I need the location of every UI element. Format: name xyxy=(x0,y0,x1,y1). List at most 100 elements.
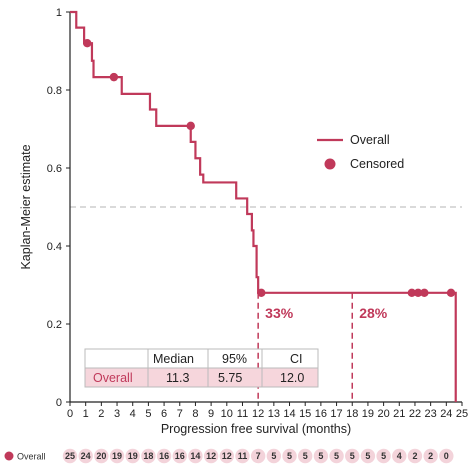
risk-count-bubble xyxy=(360,448,376,464)
x-tick-label: 10 xyxy=(221,408,233,420)
stats-table-row-label: Overall xyxy=(93,371,133,385)
risk-count-value: 14 xyxy=(190,451,200,461)
stats-table-header: Median xyxy=(153,352,194,366)
x-tick-label: 16 xyxy=(315,408,327,420)
risk-count-bubble xyxy=(78,448,93,464)
risk-count-value: 18 xyxy=(143,451,153,461)
x-tick-label: 20 xyxy=(377,408,389,420)
x-tick-label: 4 xyxy=(130,408,136,420)
risk-count-bubble xyxy=(376,448,391,464)
risk-count-bubble xyxy=(423,448,438,464)
x-tick-label: 25 xyxy=(456,408,468,420)
censored-point xyxy=(446,288,456,297)
censored-point xyxy=(186,121,195,131)
y-axis-title: Kaplan-Meier estimate xyxy=(19,144,33,269)
y-tick-label: 0.8 xyxy=(47,85,62,97)
risk-count-bubble xyxy=(313,448,329,464)
risk-count-value: 12 xyxy=(206,451,216,461)
x-tick-label: 23 xyxy=(425,408,437,420)
risk-count-value: 0 xyxy=(444,451,449,461)
risk-count-value: 5 xyxy=(365,451,370,461)
x-tick-label: 8 xyxy=(192,408,198,420)
risk-count-value: 12 xyxy=(222,451,232,461)
x-tick-label: 2 xyxy=(98,408,104,420)
risk-table-label: Overall xyxy=(17,452,46,462)
y-tick-label: 0.4 xyxy=(47,241,62,253)
risk-count-bubble xyxy=(282,448,297,464)
risk-count-bubble xyxy=(392,448,407,464)
x-tick-label: 17 xyxy=(330,408,342,420)
x-axis-title: Progression free survival (months) xyxy=(161,422,351,436)
risk-count-bubble xyxy=(345,448,360,464)
risk-count-value: 25 xyxy=(65,451,75,461)
censored-point xyxy=(109,72,119,82)
risk-count-value: 5 xyxy=(350,451,355,461)
risk-count-bubble xyxy=(62,448,78,464)
censored-point xyxy=(407,288,417,297)
risk-count-value: 5 xyxy=(287,451,292,461)
risk-count-bubble xyxy=(141,448,156,464)
risk-count-value: 16 xyxy=(175,451,185,461)
legend-label-overall: Overall xyxy=(350,133,390,147)
risk-count-bubble xyxy=(235,448,250,464)
y-tick-label: 0.6 xyxy=(47,163,62,175)
risk-count-value: 5 xyxy=(271,451,276,461)
risk-count-bubble xyxy=(156,448,172,464)
risk-count-value: 7 xyxy=(256,451,261,461)
stats-table-header: 95% xyxy=(222,352,247,366)
risk-count-bubble xyxy=(266,448,282,464)
x-tick-label: 14 xyxy=(283,408,295,420)
stats-table-value: 5.75 xyxy=(218,371,242,385)
risk-count-value: 16 xyxy=(159,451,169,461)
x-tick-label: 0 xyxy=(67,408,73,420)
risk-count-value: 5 xyxy=(381,451,386,461)
risk-count-value: 19 xyxy=(128,451,138,461)
risk-count-bubble xyxy=(298,448,313,464)
x-tick-label: 22 xyxy=(409,408,421,420)
risk-count-value: 4 xyxy=(397,451,402,461)
risk-count-bubble xyxy=(329,448,344,464)
stats-table-value: 12.0 xyxy=(280,371,304,385)
risk-count-bubble xyxy=(250,448,266,464)
risk-count-bubble xyxy=(203,448,219,464)
risk-count-bubble xyxy=(94,448,109,464)
x-tick-label: 6 xyxy=(161,408,167,420)
risk-count-value: 5 xyxy=(303,451,308,461)
legend-label-censored: Censored xyxy=(350,157,404,171)
x-tick-label: 1 xyxy=(83,408,89,420)
censored-point xyxy=(257,288,266,297)
x-tick-label: 15 xyxy=(299,408,311,420)
risk-count-bubble xyxy=(219,448,234,464)
risk-count-value: 24 xyxy=(81,451,91,461)
censored-point xyxy=(413,288,423,297)
legend-censored-swatch xyxy=(324,158,336,170)
risk-count-bubble xyxy=(439,448,454,464)
risk-count-bubble xyxy=(172,448,187,464)
y-tick-label: 0 xyxy=(56,397,62,409)
x-tick-label: 18 xyxy=(346,408,358,420)
landmark-percent-label: 33% xyxy=(265,305,294,321)
risk-count-value: 2 xyxy=(412,451,417,461)
risk-count-bubble xyxy=(407,448,423,464)
x-tick-label: 5 xyxy=(145,408,151,420)
x-tick-label: 19 xyxy=(362,408,374,420)
risk-count-bubble xyxy=(125,448,140,464)
risk-count-bubble xyxy=(188,448,203,464)
risk-count-value: 5 xyxy=(334,451,339,461)
stats-table-value: 11.3 xyxy=(166,371,189,385)
risk-count-value: 5 xyxy=(318,451,323,461)
km-curve-overall xyxy=(70,10,457,402)
x-tick-label: 11 xyxy=(237,408,248,420)
stats-table-highlight-row xyxy=(85,368,318,387)
censored-point xyxy=(83,39,92,48)
risk-count-value: 2 xyxy=(428,451,433,461)
y-tick-label: 0.2 xyxy=(47,319,62,331)
x-tick-label: 9 xyxy=(208,408,214,420)
x-tick-label: 12 xyxy=(252,408,264,420)
x-tick-label: 24 xyxy=(440,408,452,420)
x-tick-label: 21 xyxy=(393,408,405,420)
x-tick-label: 13 xyxy=(268,408,280,420)
risk-table-marker xyxy=(4,451,14,461)
landmark-percent-label: 28% xyxy=(359,305,388,321)
